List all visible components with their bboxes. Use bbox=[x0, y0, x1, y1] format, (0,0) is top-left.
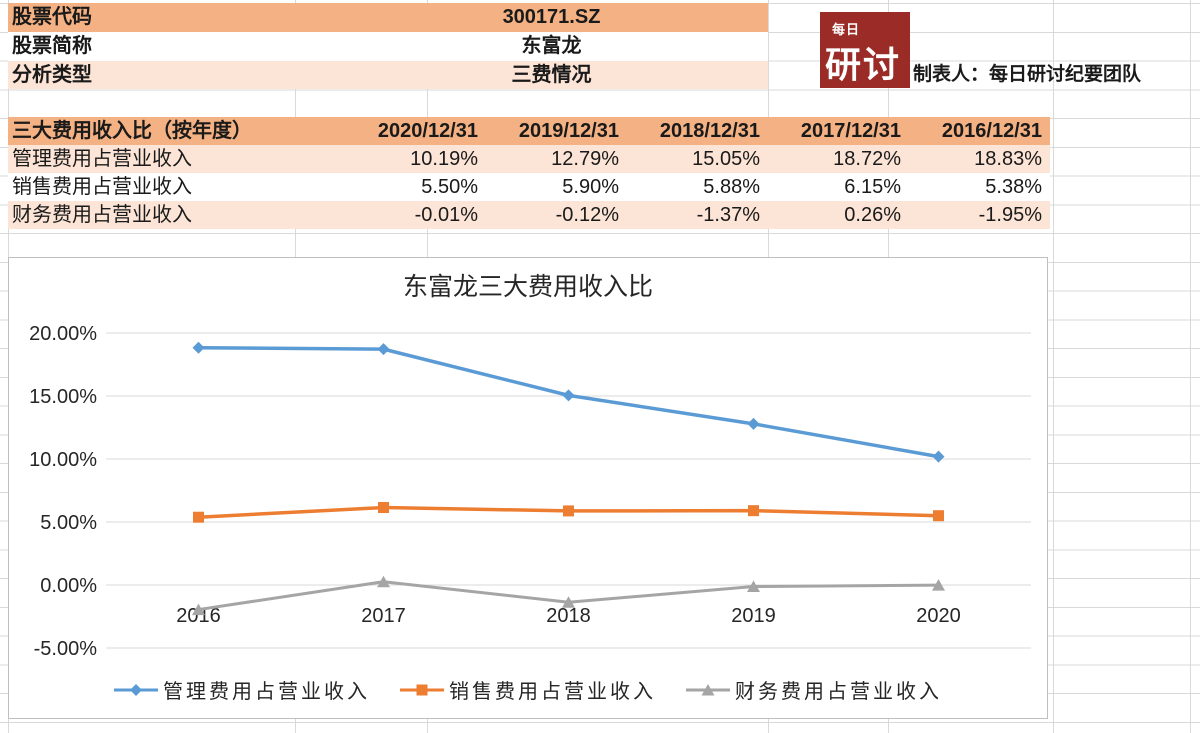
cell-value: 10.19% bbox=[410, 148, 478, 170]
table-title: 三大费用收入比（按年度） bbox=[12, 120, 252, 142]
stock-info-block: 股票代码 300171.SZ 股票简称 东富龙 分析类型 三费情况 bbox=[8, 3, 768, 89]
sheet-column-gridline bbox=[1190, 0, 1191, 733]
table-header-cell: 2017/12/31 bbox=[800, 120, 901, 142]
diamond-marker-icon bbox=[114, 683, 158, 696]
sheet-column-gridline bbox=[1053, 0, 1054, 733]
cell-value: -1.95% bbox=[978, 204, 1042, 226]
stock-code-row: 股票代码 300171.SZ bbox=[8, 3, 768, 32]
stock-name-label: 股票简称 bbox=[12, 35, 92, 57]
cell-value: 5.90% bbox=[562, 176, 619, 198]
series-line-2 bbox=[192, 575, 945, 616]
cell-value: -0.01% bbox=[414, 204, 478, 226]
series-line-1 bbox=[193, 502, 944, 523]
logo-large-text: 研讨 bbox=[825, 45, 902, 85]
chart-legend: 管理费用占营业收入 销售费用占营业收入 财务费用占营业收入 bbox=[9, 675, 1047, 704]
analysis-type-row: 分析类型 三费情况 bbox=[8, 61, 768, 89]
svg-text:10.00%: 10.00% bbox=[29, 449, 97, 471]
svg-text:2019: 2019 bbox=[731, 605, 776, 627]
analysis-type-label: 分析类型 bbox=[12, 64, 92, 86]
row-label: 销售费用占营业收入 bbox=[12, 176, 192, 198]
svg-text:-5.00%: -5.00% bbox=[34, 638, 98, 660]
svg-text:2020: 2020 bbox=[916, 605, 961, 627]
svg-text:15.00%: 15.00% bbox=[29, 386, 97, 408]
cell-value: 15.05% bbox=[692, 148, 760, 170]
svg-text:0.00%: 0.00% bbox=[40, 575, 97, 597]
svg-text:5.00%: 5.00% bbox=[40, 512, 97, 534]
analysis-type-value: 三费情况 bbox=[511, 64, 592, 86]
cell-value: 18.83% bbox=[974, 148, 1042, 170]
fees-line-chart: 20.00%15.00%10.00%5.00%0.00%-5.00%2016 20… bbox=[29, 323, 1031, 660]
triangle-marker-icon bbox=[686, 683, 730, 695]
table-header-cell: 2018/12/31 bbox=[659, 120, 760, 142]
legend-label: 管理费用占营业收入 bbox=[163, 681, 370, 703]
chart-title: 东富龙三大费用收入比 bbox=[402, 273, 653, 301]
stock-name-value: 东富龙 bbox=[521, 35, 582, 57]
svg-text:2016: 2016 bbox=[176, 605, 221, 627]
stock-name-row: 股票简称 东富龙 bbox=[8, 32, 768, 61]
chart-container: 20.00% 15.00% 10.00% 5.00% 0.00% -5.00% 2016 20… bbox=[8, 257, 1048, 719]
svg-text:2017: 2017 bbox=[361, 605, 406, 627]
cell-value: 6.15% bbox=[844, 176, 901, 198]
fees-ratio-table: 三大费用收入比（按年度） 2020/12/31 2019/12/31 2018/… bbox=[8, 117, 1050, 229]
table-header-cell: 2019/12/31 bbox=[518, 120, 619, 142]
stock-code-label: 股票代码 bbox=[12, 6, 92, 28]
cell-value: -1.37% bbox=[696, 204, 760, 226]
legend-item-admin-expense: 管理费用占营业收入 bbox=[114, 675, 370, 704]
brand-logo: 每日 研讨 bbox=[820, 12, 910, 88]
logo-small-text: 每日 bbox=[832, 22, 861, 37]
author-line: 制表人：每日研讨纪要团队 bbox=[913, 64, 1142, 85]
square-marker-icon bbox=[400, 684, 444, 695]
cell-value: 5.88% bbox=[703, 176, 760, 198]
y-axis-labels: 20.00% 15.00% 10.00% 5.00% 0.00% -5.00% bbox=[29, 323, 97, 660]
legend-label: 财务费用占营业收入 bbox=[735, 681, 942, 703]
svg-text:2018: 2018 bbox=[546, 605, 591, 627]
legend-item-sales-expense: 销售费用占营业收入 bbox=[400, 675, 656, 704]
cell-value: 12.79% bbox=[551, 148, 619, 170]
row-label: 管理费用占营业收入 bbox=[12, 148, 192, 170]
x-axis-labels: 2016 2017 2018 2019 2020 bbox=[176, 605, 961, 627]
row-label: 财务费用占营业收入 bbox=[12, 204, 192, 226]
cell-value: 5.38% bbox=[985, 176, 1042, 198]
table-header-cell: 2016/12/31 bbox=[941, 120, 1042, 142]
table-header-row: 三大费用收入比（按年度） 2020/12/31 2019/12/31 2018/… bbox=[8, 117, 1050, 145]
cell-value: 18.72% bbox=[833, 148, 901, 170]
legend-label: 销售费用占营业收入 bbox=[449, 681, 656, 703]
table-row: 销售费用占营业收入 5.50% 5.90% 5.88% 6.15% 5.38% bbox=[8, 173, 1050, 201]
cell-value: 0.26% bbox=[844, 204, 901, 226]
table-row: 管理费用占营业收入 10.19% 12.79% 15.05% 18.72% 18… bbox=[8, 145, 1050, 173]
cell-value: 5.50% bbox=[421, 176, 478, 198]
cell-value: -0.12% bbox=[555, 204, 619, 226]
series-line-0 bbox=[192, 341, 945, 463]
stock-code-value: 300171.SZ bbox=[502, 6, 601, 28]
svg-text:20.00%: 20.00% bbox=[29, 323, 97, 345]
legend-item-finance-expense: 财务费用占营业收入 bbox=[686, 675, 942, 704]
table-header-cell: 2020/12/31 bbox=[377, 120, 478, 142]
table-row: 财务费用占营业收入 -0.01% -0.12% -1.37% 0.26% -1.… bbox=[8, 201, 1050, 229]
